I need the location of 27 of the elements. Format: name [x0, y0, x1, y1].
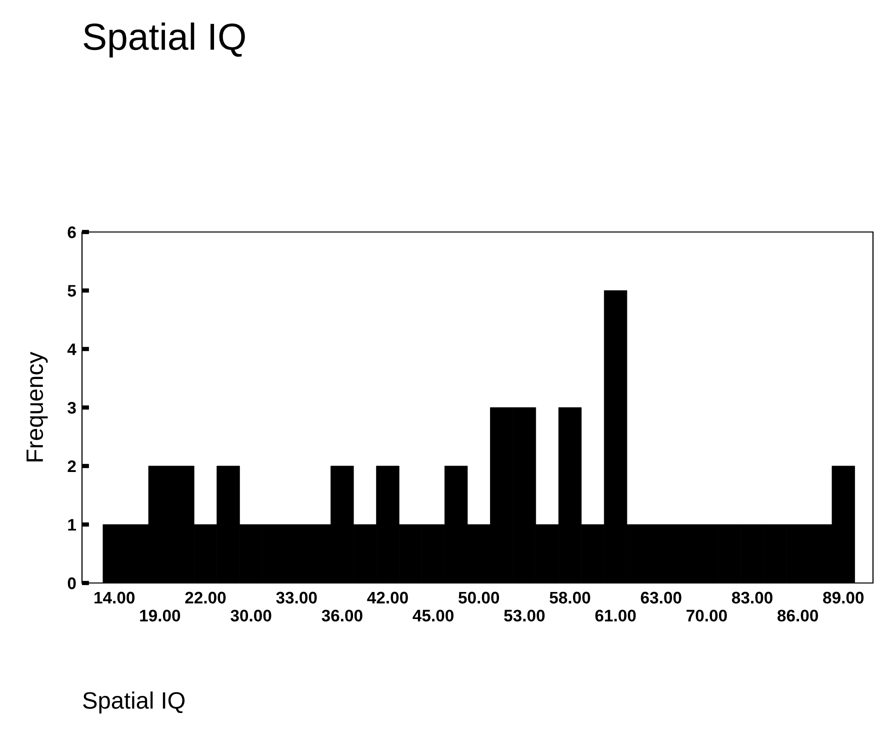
y-axis-title: Frequency: [26, 352, 48, 462]
x-tick-label: 61.00: [595, 610, 636, 622]
y-tick-label: 4: [67, 344, 76, 356]
x-tick-label: 33.00: [276, 592, 317, 604]
x-tick-label: 58.00: [550, 592, 590, 604]
x-tick-label: 89.00: [823, 592, 864, 604]
y-tick-label: 5: [68, 285, 76, 297]
y-tick-label: 1: [68, 519, 76, 531]
x-tick-label: 19.00: [140, 610, 180, 622]
x-tick-label: 22.00: [185, 592, 226, 604]
x-tick-label: 14.00: [94, 592, 135, 604]
x-tick-label: 36.00: [322, 610, 362, 622]
x-tick-label: 45.00: [412, 610, 454, 622]
x-tick-label: 70.00: [686, 610, 727, 622]
y-tick-label: 0: [68, 577, 76, 590]
x-axis-title: Spatial IQ: [83, 691, 185, 714]
x-tick-label: 50.00: [458, 592, 500, 604]
chart-title: Spatial IQ: [84, 22, 245, 58]
y-tick-label: 6: [68, 226, 76, 238]
x-tick-label: 53.00: [504, 610, 545, 622]
x-tick-label: 42.00: [367, 592, 408, 604]
x-tick-label: 30.00: [230, 610, 272, 622]
x-tick-label: 83.00: [732, 592, 772, 604]
y-tick-label: 2: [68, 460, 76, 472]
x-tick-label: 86.00: [777, 610, 818, 622]
x-tick-label: 63.00: [640, 592, 682, 604]
y-tick-label: 3: [68, 402, 76, 414]
